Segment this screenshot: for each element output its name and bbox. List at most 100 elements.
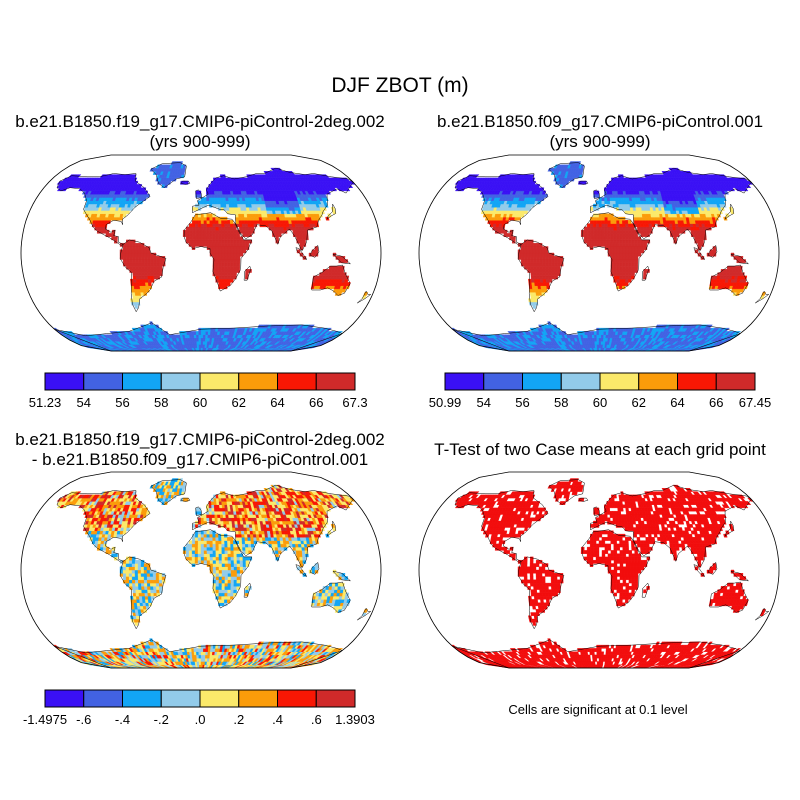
grid-cell bbox=[628, 259, 633, 264]
grid-cell bbox=[298, 233, 303, 237]
grid-cell bbox=[644, 213, 649, 218]
grid-cell bbox=[621, 203, 625, 208]
grid-cell bbox=[635, 210, 640, 214]
grid-cell bbox=[616, 272, 621, 277]
grid-cell bbox=[583, 236, 588, 241]
grid-cell bbox=[742, 259, 747, 264]
grid-cell bbox=[128, 252, 133, 257]
grid-cell bbox=[532, 246, 537, 250]
grid-cell bbox=[193, 334, 197, 339]
coastline-newGuinea bbox=[332, 253, 352, 265]
grid-cell bbox=[144, 278, 149, 283]
grid-cell bbox=[221, 285, 225, 290]
grid-cell bbox=[227, 239, 232, 244]
grid-cell bbox=[239, 239, 244, 244]
grid-cell bbox=[607, 249, 612, 254]
grid-cell bbox=[633, 213, 637, 218]
grid-cell bbox=[212, 249, 217, 254]
grid-cell bbox=[613, 239, 618, 244]
grid-cell bbox=[636, 220, 641, 224]
grid-cell bbox=[598, 337, 602, 342]
grid-cell bbox=[619, 252, 624, 257]
grid-cell bbox=[634, 252, 639, 257]
grid-cell bbox=[594, 344, 598, 348]
grid-cell bbox=[627, 220, 632, 224]
grid-cell bbox=[193, 331, 197, 335]
grid-cell bbox=[218, 252, 223, 257]
grid-cell bbox=[613, 249, 618, 254]
grid-cell bbox=[227, 269, 232, 273]
grid-cell bbox=[209, 220, 213, 224]
grid-cell bbox=[610, 259, 615, 264]
grid-cell bbox=[700, 236, 704, 241]
grid-cell bbox=[538, 249, 543, 254]
grid-cell bbox=[598, 239, 603, 244]
grid-cell bbox=[609, 197, 614, 201]
grid-cell bbox=[648, 223, 653, 228]
grid-cell bbox=[132, 275, 137, 280]
grid-cell bbox=[610, 242, 615, 247]
grid-cell bbox=[619, 265, 624, 270]
grid-cell bbox=[633, 220, 638, 224]
grid-cell bbox=[196, 337, 200, 342]
grid-cell bbox=[155, 265, 160, 270]
grid-cell bbox=[603, 327, 607, 332]
grid-cell bbox=[220, 203, 224, 208]
grid-cell bbox=[271, 223, 275, 228]
grid-cell bbox=[628, 246, 633, 250]
grid-cell bbox=[211, 200, 216, 205]
grid-cell bbox=[622, 229, 626, 234]
grid-cell bbox=[238, 223, 243, 228]
grid-cell bbox=[198, 331, 202, 335]
grid-cell bbox=[596, 344, 600, 348]
grid-cell bbox=[240, 210, 245, 214]
grid-cell bbox=[598, 216, 603, 221]
grid-cell bbox=[182, 164, 187, 169]
grid-cell bbox=[128, 259, 133, 264]
colorbar-swatch bbox=[44, 372, 85, 391]
grid-cell bbox=[203, 331, 207, 335]
grid-cell bbox=[609, 200, 614, 205]
grid-cell bbox=[233, 252, 238, 257]
grid-cell bbox=[212, 252, 217, 257]
grid-cell bbox=[648, 220, 653, 224]
grid-cell bbox=[622, 282, 626, 286]
grid-cell bbox=[628, 256, 633, 260]
grid-cell bbox=[535, 242, 540, 247]
grid-cell bbox=[239, 249, 244, 254]
coastline-newZealand bbox=[357, 290, 372, 304]
grid-cell bbox=[221, 265, 226, 270]
grid-cell bbox=[108, 233, 113, 237]
grid-cell bbox=[236, 252, 241, 257]
grid-cell bbox=[628, 265, 633, 270]
grid-cell bbox=[144, 272, 148, 277]
grid-cell bbox=[523, 262, 528, 267]
grid-cell bbox=[122, 249, 127, 254]
grid-cell bbox=[230, 275, 234, 280]
grid-cell bbox=[155, 262, 160, 267]
grid-cell bbox=[221, 223, 225, 228]
grid-cell bbox=[592, 233, 597, 237]
grid-cell bbox=[224, 252, 229, 257]
grid-cell bbox=[194, 233, 199, 237]
grid-cell bbox=[657, 220, 661, 224]
grid-cell bbox=[604, 242, 609, 247]
grid-cell bbox=[625, 269, 630, 273]
grid-cell bbox=[634, 246, 639, 250]
grid-cell bbox=[553, 259, 558, 264]
grid-cell bbox=[533, 275, 538, 280]
grid-cell bbox=[191, 233, 196, 237]
grid-cell bbox=[224, 229, 228, 234]
grid-cell bbox=[532, 259, 537, 264]
grid-cell bbox=[609, 190, 613, 195]
grid-cell bbox=[622, 226, 626, 231]
grid-cell bbox=[218, 226, 222, 231]
grid-cell bbox=[598, 242, 603, 247]
grid-cell bbox=[200, 337, 204, 342]
grid-cell bbox=[640, 246, 645, 250]
grid-cell bbox=[625, 262, 630, 267]
grid-cell bbox=[530, 269, 534, 273]
grid-cell bbox=[233, 236, 238, 241]
grid-cell bbox=[616, 249, 621, 254]
grid-cell bbox=[622, 259, 627, 264]
